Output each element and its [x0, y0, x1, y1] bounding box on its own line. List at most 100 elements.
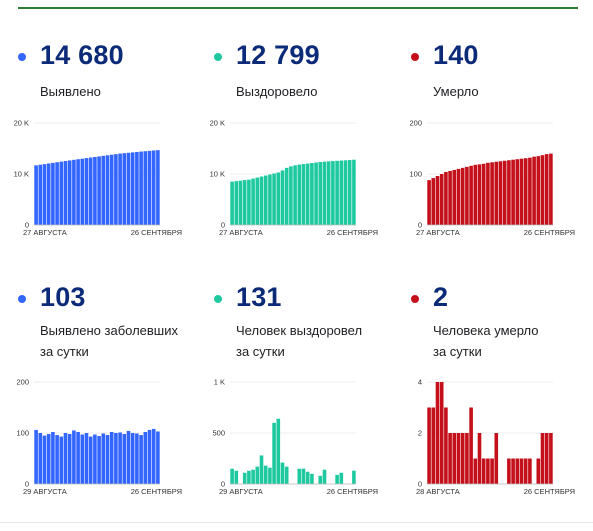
- bar: [465, 166, 469, 225]
- bar: [272, 173, 276, 225]
- stat-header: 131: [214, 280, 404, 320]
- x-end-label: 26 СЕНТЯБРЯ: [131, 228, 182, 237]
- bar: [318, 162, 323, 225]
- bar: [55, 435, 59, 484]
- bar: [523, 158, 528, 225]
- bar: [494, 433, 499, 484]
- bar: [536, 458, 541, 484]
- series-dot-icon: [411, 295, 419, 303]
- bar: [465, 433, 469, 484]
- bar: [268, 174, 272, 225]
- bar: [230, 181, 234, 225]
- bar: [93, 156, 97, 225]
- bar: [63, 433, 68, 484]
- bar: [46, 163, 51, 225]
- bar: [318, 475, 323, 484]
- bar: [352, 470, 356, 484]
- stat-panel-daily-recovered: 131 Человек выздоровел за сутки 1 K 500 0 2…: [212, 280, 404, 510]
- bar: [59, 436, 64, 484]
- stat-label: Выявлено заболевших: [40, 323, 178, 338]
- bar: [46, 434, 51, 484]
- y-tick-label: 0: [25, 221, 29, 230]
- bar: [339, 472, 344, 484]
- bar: [477, 433, 482, 484]
- bar: [431, 407, 436, 484]
- bar: [122, 153, 127, 225]
- bar: [301, 468, 306, 484]
- bar: [523, 458, 528, 484]
- bar: [147, 150, 152, 225]
- y-tick-label: 4: [418, 378, 422, 387]
- stat-value: 14 680: [40, 40, 124, 70]
- stat-label-line2: за сутки: [40, 344, 89, 359]
- bar: [67, 434, 72, 484]
- y-tick-label: 0: [221, 480, 225, 489]
- bar: [477, 164, 482, 225]
- bar: [59, 161, 64, 225]
- bar: [126, 430, 131, 484]
- stat-header: 2: [411, 280, 593, 320]
- bar: [263, 175, 268, 225]
- bar: [352, 159, 356, 225]
- bar: [439, 174, 444, 225]
- bar: [63, 161, 68, 225]
- bar: [549, 153, 553, 225]
- stat-value: 12 799: [236, 40, 320, 70]
- bar: [460, 433, 465, 484]
- bar: [473, 164, 478, 225]
- bar: [427, 407, 431, 484]
- bar: [335, 474, 339, 484]
- bar: [322, 161, 327, 225]
- bar: [339, 160, 344, 225]
- bar: [101, 433, 106, 484]
- x-start-label: 27 АВГУСТА: [416, 228, 460, 237]
- stat-panel-recovered: 12 799 Выздоровело 20 K 10 K 0 27 АВГУСТА 26…: [210, 38, 404, 248]
- bar: [118, 153, 122, 225]
- x-end-label: 26 СЕНТЯБРЯ: [524, 487, 575, 496]
- bar: [259, 176, 264, 225]
- bar: [322, 469, 327, 484]
- bar: [314, 162, 318, 225]
- bar: [251, 469, 255, 484]
- x-start-label: 29 АВГУСТА: [23, 487, 67, 496]
- bar: [481, 458, 486, 484]
- bar: [139, 151, 143, 225]
- bar: [460, 167, 465, 225]
- bar: [301, 164, 306, 225]
- bar: [139, 435, 143, 484]
- bar: [135, 433, 139, 484]
- bar: [293, 165, 297, 225]
- bar: [532, 156, 536, 225]
- bar: [101, 155, 106, 225]
- bar: [511, 159, 515, 225]
- x-end-label: 26 СЕНТЯБРЯ: [327, 228, 378, 237]
- stat-header: 12 799: [214, 38, 404, 78]
- bar: [135, 151, 139, 225]
- y-tick-label: 200: [409, 119, 422, 128]
- bar: [242, 472, 247, 484]
- bar: [490, 162, 494, 225]
- stat-value: 140: [433, 40, 479, 70]
- bar: [343, 160, 348, 225]
- bar: [284, 466, 289, 484]
- series-dot-icon: [18, 53, 26, 61]
- bar: [84, 433, 89, 484]
- bar: [42, 164, 47, 225]
- bar: [498, 161, 503, 225]
- bar: [72, 159, 76, 225]
- bar: [305, 163, 310, 225]
- bar: [347, 160, 352, 225]
- bar: [105, 155, 110, 225]
- bar: [247, 470, 251, 484]
- x-end-label: 26 СЕНТЯБРЯ: [524, 228, 575, 237]
- stat-value: 2: [433, 282, 449, 312]
- bar: [97, 436, 101, 484]
- bar: [105, 435, 110, 484]
- bar: [242, 180, 247, 225]
- bar: [93, 434, 97, 484]
- bar-chart: 1 K 500 029 АВГУСТА 26 СЕНТЯБРЯ: [212, 378, 378, 497]
- stat-label: Выявлено: [40, 84, 101, 99]
- bar: [255, 466, 260, 484]
- x-end-label: 26 СЕНТЯБРЯ: [327, 487, 378, 496]
- bar: [76, 431, 80, 484]
